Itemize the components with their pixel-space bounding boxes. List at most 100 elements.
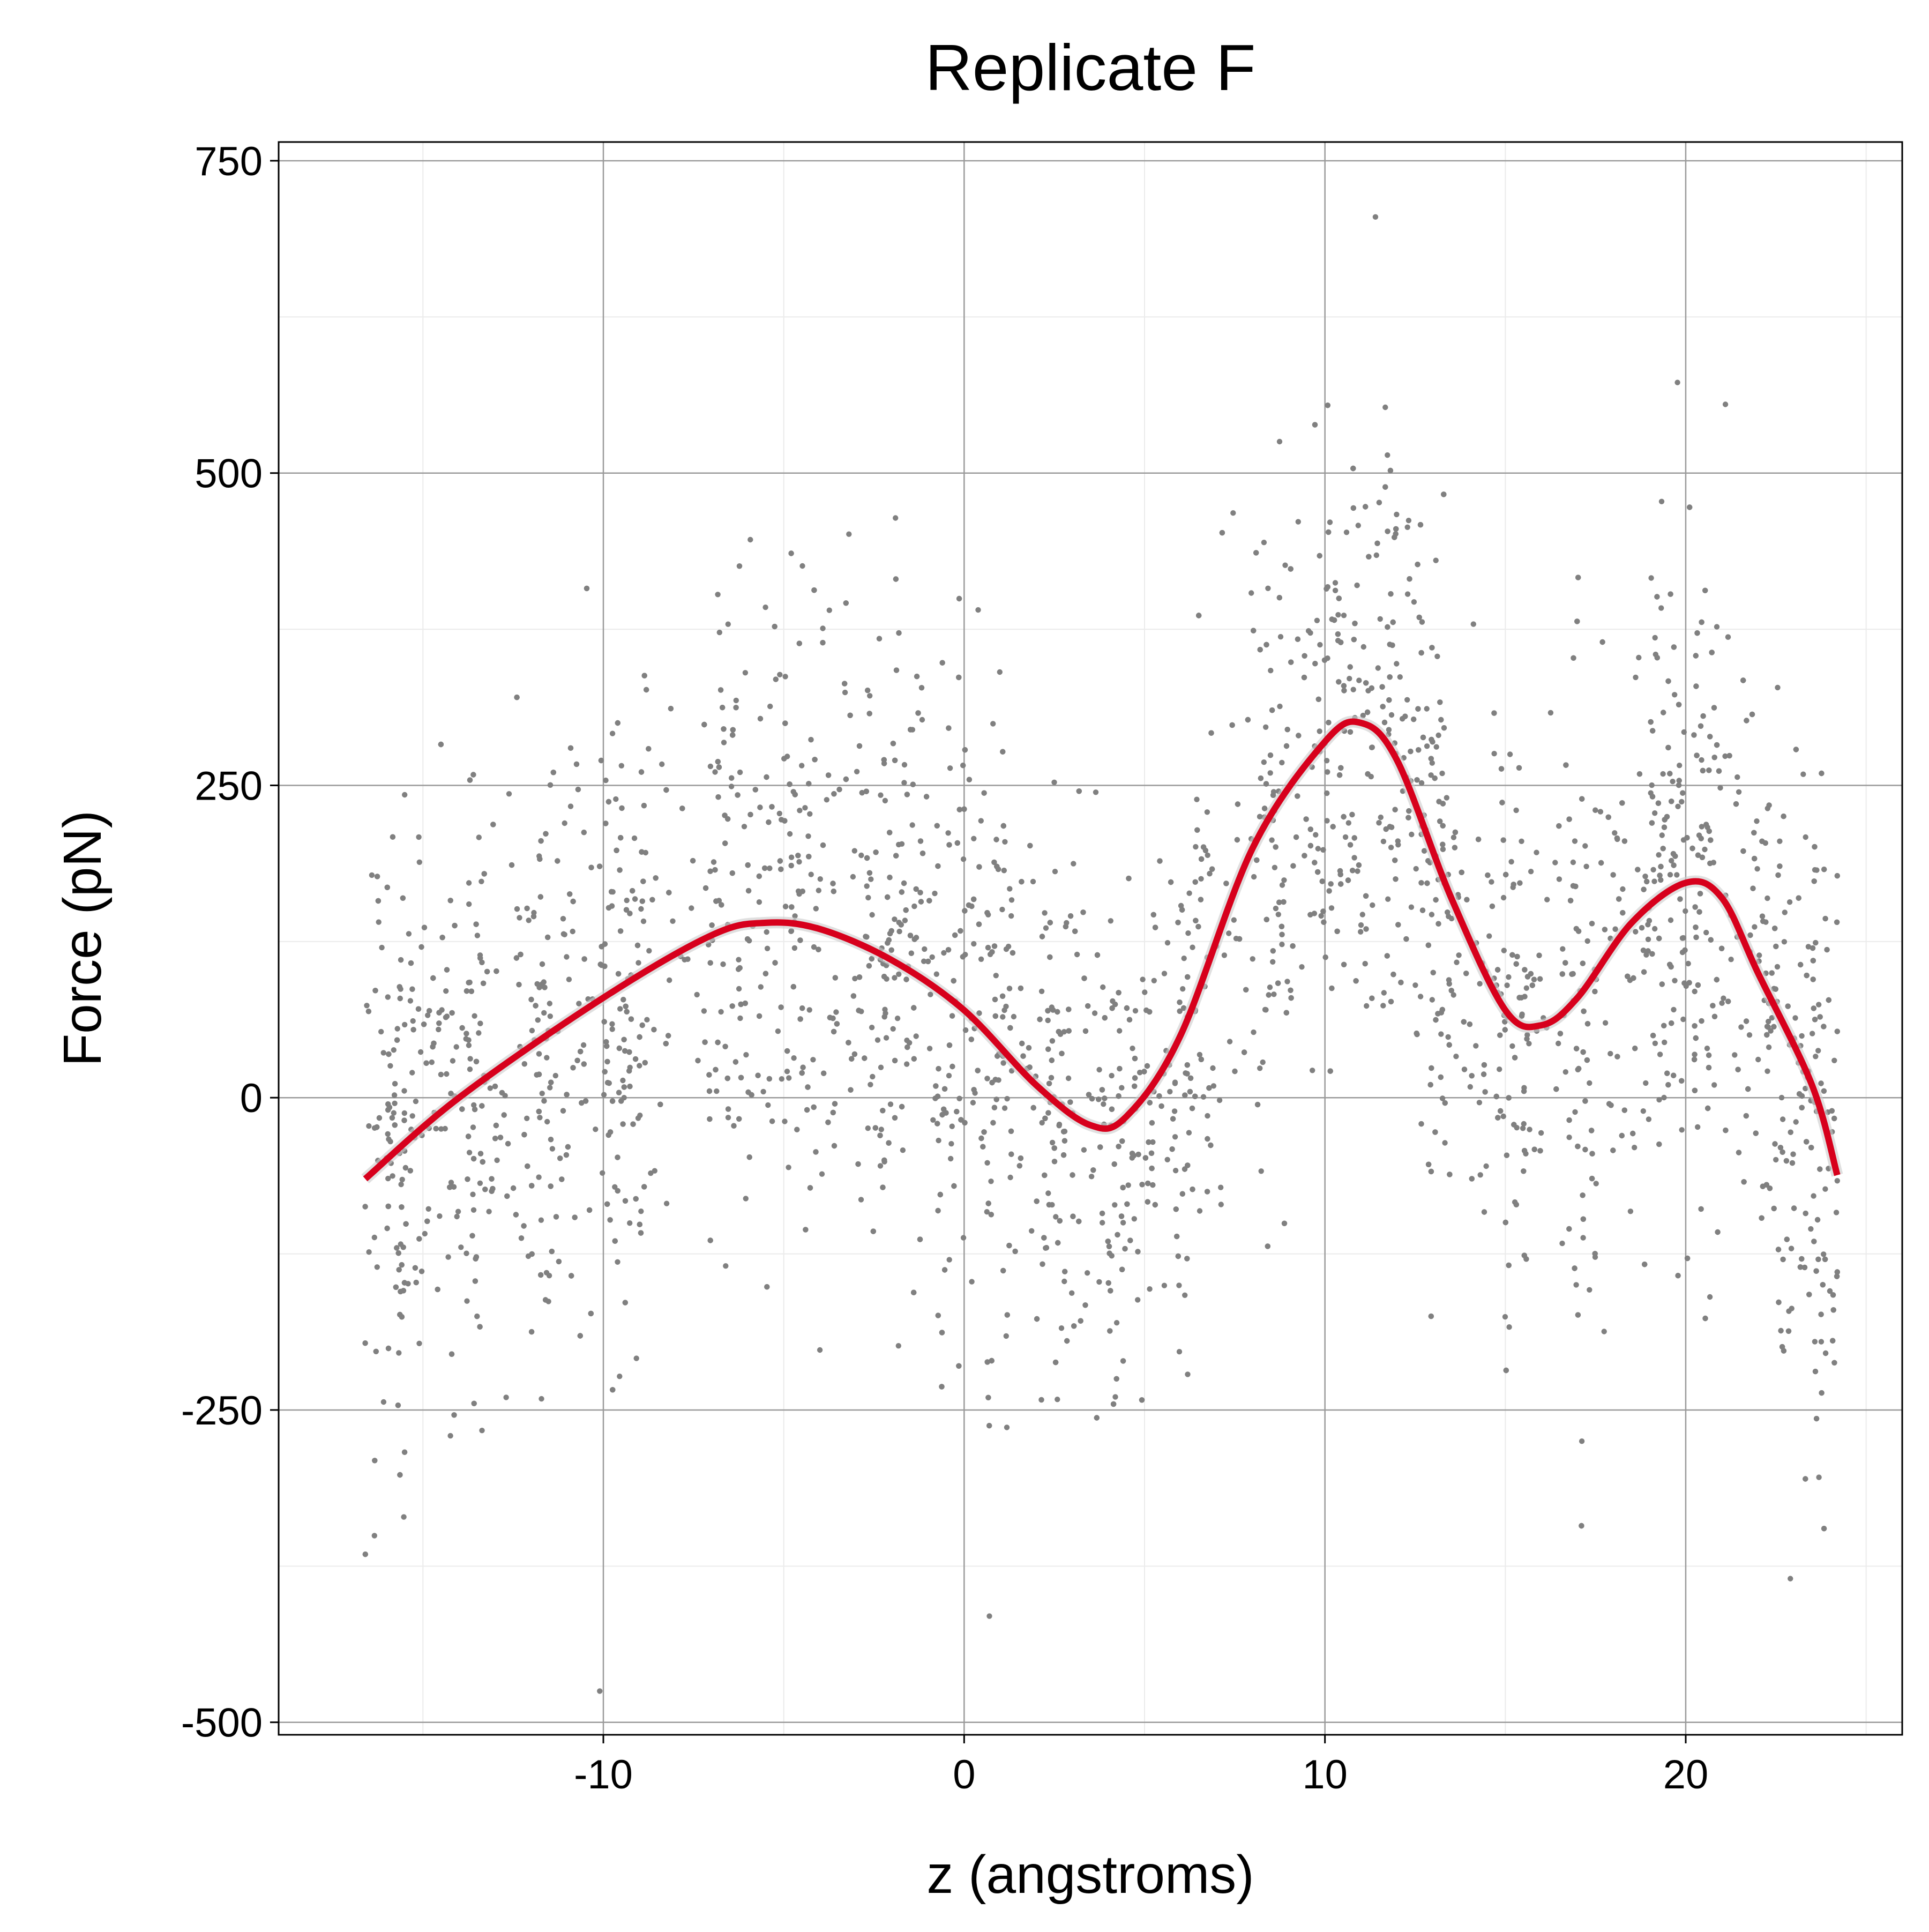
scatter-point <box>788 928 795 934</box>
scatter-point <box>392 1122 398 1128</box>
scatter-point <box>639 849 645 855</box>
scatter-point <box>1547 710 1554 716</box>
scatter-point <box>1251 628 1257 633</box>
scatter-point <box>1180 1005 1187 1011</box>
scatter-point <box>946 1257 952 1263</box>
scatter-point <box>796 640 803 646</box>
scatter-point <box>410 1027 416 1033</box>
scatter-point <box>1081 975 1087 981</box>
scatter-point <box>1736 789 1742 795</box>
scatter-point <box>632 896 638 902</box>
scatter-point <box>385 994 391 1000</box>
scatter-point <box>624 897 630 904</box>
scatter-point <box>547 1085 553 1091</box>
scatter-outlier-point <box>1372 214 1379 220</box>
scatter-point <box>1277 634 1284 640</box>
scatter-point <box>447 1184 453 1190</box>
scatter-point <box>473 1256 478 1262</box>
scatter-point <box>569 1273 574 1279</box>
scatter-point <box>1251 1029 1257 1035</box>
scatter-point <box>1317 641 1323 648</box>
scatter-point <box>1385 452 1390 458</box>
scatter-point <box>547 1001 552 1006</box>
scatter-point <box>1060 1129 1067 1135</box>
scatter-point <box>1509 952 1515 958</box>
scatter-point <box>516 982 522 988</box>
scatter-point <box>778 866 784 872</box>
scatter-point <box>1640 948 1647 953</box>
scatter-point <box>858 852 864 859</box>
scatter-point <box>1059 1050 1065 1057</box>
scatter-point <box>632 1056 639 1062</box>
scatter-point <box>497 1135 504 1140</box>
scatter-point <box>1370 902 1375 908</box>
scatter-point <box>1667 872 1673 878</box>
scatter-point <box>795 853 801 859</box>
scatter-point <box>1393 876 1399 882</box>
scatter-point <box>451 1184 457 1190</box>
scatter-point <box>1175 1253 1181 1259</box>
scatter-point <box>729 775 735 781</box>
scatter-point <box>624 1009 630 1015</box>
scatter-point <box>1580 1216 1586 1222</box>
scatter-point <box>1185 1162 1191 1168</box>
scatter-point <box>1152 924 1158 930</box>
scatter-point <box>1534 849 1539 855</box>
scatter-point <box>371 1533 377 1539</box>
scatter-point <box>372 988 378 994</box>
scatter-point <box>1142 1155 1149 1161</box>
scatter-point <box>1775 872 1781 878</box>
scatter-point <box>1524 974 1531 980</box>
scatter-point <box>1671 862 1677 868</box>
scatter-point <box>1082 1302 1088 1308</box>
scatter-point <box>781 756 787 762</box>
scatter-point <box>612 1184 618 1190</box>
scatter-point <box>1189 1105 1195 1112</box>
scatter-point <box>463 988 470 994</box>
scatter-point <box>1708 837 1714 843</box>
scatter-point <box>1537 1148 1543 1154</box>
scatter-point <box>618 1098 624 1104</box>
scatter-point <box>1085 1003 1091 1009</box>
scatter-point <box>1698 836 1704 841</box>
scatter-point <box>962 908 968 914</box>
scatter-point <box>976 1010 982 1016</box>
scatter-point <box>948 1141 954 1147</box>
scatter-point <box>1398 980 1404 986</box>
scatter-point <box>961 806 967 812</box>
scatter-point <box>659 761 665 767</box>
scatter-point <box>1773 1157 1779 1163</box>
scatter-point <box>1380 838 1387 845</box>
scatter-point <box>487 1085 493 1091</box>
scatter-point <box>385 1203 391 1210</box>
scatter-point <box>1345 877 1351 883</box>
scatter-point <box>401 1117 407 1123</box>
scatter-point <box>1818 1339 1825 1345</box>
scatter-point <box>1260 1059 1266 1065</box>
scatter-point <box>1803 1476 1808 1482</box>
scatter-point <box>637 1063 642 1069</box>
scatter-point <box>1819 770 1825 777</box>
scatter-point <box>1327 519 1333 525</box>
scatter-point <box>742 670 749 676</box>
scatter-point <box>1651 878 1657 884</box>
scatter-point <box>842 681 848 687</box>
scatter-point <box>670 918 676 924</box>
scatter-point <box>1137 1070 1143 1076</box>
scatter-point <box>868 1081 873 1088</box>
scatter-point <box>854 769 860 775</box>
scatter-point <box>1813 1268 1819 1274</box>
scatter-point <box>477 1151 484 1157</box>
scatter-point <box>757 804 763 810</box>
scatter-point <box>563 1152 570 1158</box>
scatter-point <box>765 1102 771 1108</box>
scatter-point <box>638 1209 644 1214</box>
scatter-point <box>400 895 406 901</box>
scatter-point <box>803 1227 809 1233</box>
scatter-point <box>492 1083 498 1090</box>
scatter-point <box>401 1110 407 1116</box>
scatter-point <box>888 928 894 934</box>
scatter-point <box>1147 1100 1153 1106</box>
scatter-point <box>1055 1009 1060 1015</box>
scatter-point <box>1473 1043 1479 1049</box>
